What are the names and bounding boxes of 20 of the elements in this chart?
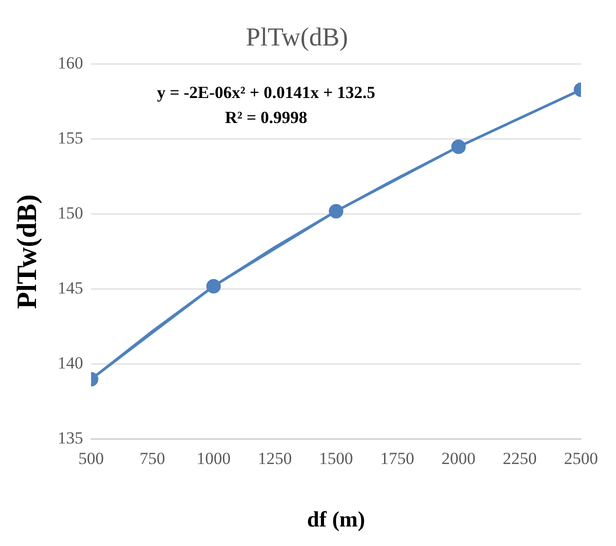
y-tick-label: 145 [58, 278, 84, 298]
chart-title: PlTw(dB) [246, 22, 348, 52]
annotation: R² = 0.9998 [224, 108, 308, 128]
y-tick-label: 160 [58, 54, 84, 73]
annotation: y = -2E-06x² + 0.0141x + 132.5 [156, 83, 376, 102]
y-tick-label: 155 [58, 128, 84, 148]
y-tick-label: 150 [58, 204, 84, 223]
x-tick-label: 1750 [380, 448, 414, 468]
x-axis-title: df (m) [307, 506, 366, 532]
y-tick-label: 140 [58, 354, 84, 373]
x-tick-label: 1000 [196, 448, 231, 468]
y-axis-title: PlTw(dB) [12, 194, 44, 310]
x-tick-label: 2000 [442, 448, 476, 468]
x-tick-label: 750 [140, 448, 166, 468]
x-tick-label: 500 [78, 448, 104, 468]
x-tick-label: 2250 [502, 448, 537, 468]
x-tick-label: 2500 [564, 448, 598, 468]
x-tick-label: 1500 [319, 448, 354, 468]
x-tick-label: 1250 [258, 448, 292, 468]
y-tick-label: 135 [58, 428, 84, 448]
